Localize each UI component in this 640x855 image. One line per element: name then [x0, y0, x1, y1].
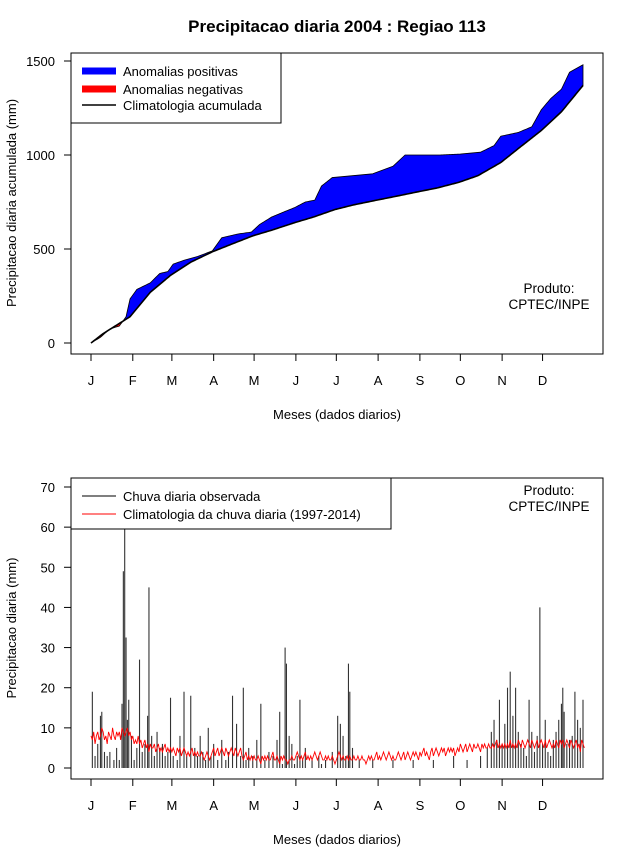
x-tick-label: F — [129, 798, 137, 813]
y-tick-label: 0 — [48, 761, 55, 776]
x-tick-label: D — [538, 373, 547, 388]
cumulative-xlabel: Meses (dados diarios) — [273, 407, 401, 422]
cumulative-chart: 0 500 1000 1500 J F M A M J J A S O N D Precipitacao d… — [4, 52, 604, 422]
cumulative-annotation-line2: CPTEC/INPE — [508, 297, 589, 312]
x-tick-label: M — [249, 798, 260, 813]
x-tick-label: S — [416, 798, 425, 813]
y-tick-label: 500 — [33, 242, 55, 257]
y-tick-label: 1500 — [26, 54, 55, 69]
x-tick-label: A — [209, 798, 218, 813]
x-tick-label: J — [333, 373, 340, 388]
climatology-daily-line — [90, 727, 585, 766]
legend-label-climatologia-acumulada: Climatologia acumulada — [123, 98, 263, 113]
daily-annotation-line1: Produto: — [523, 483, 574, 498]
cumulative-y-axis: 0 500 1000 1500 — [26, 54, 72, 351]
x-tick-label: J — [88, 373, 95, 388]
daily-y-axis: 0 10 20 30 40 50 60 70 — [41, 480, 72, 776]
x-tick-label: O — [455, 373, 465, 388]
y-tick-label: 30 — [41, 641, 55, 656]
y-tick-label: 0 — [48, 336, 55, 351]
daily-data-layer — [90, 527, 585, 768]
legend-label-climatologia-chuva: Climatologia da chuva diaria (1997-2014) — [123, 507, 361, 522]
x-tick-label: M — [249, 373, 260, 388]
x-tick-label: A — [374, 798, 383, 813]
y-tick-label: 70 — [41, 480, 55, 495]
x-tick-label: N — [497, 798, 506, 813]
cumulative-annotation-line1: Produto: — [523, 281, 574, 296]
cumulative-ylabel: Precipitacao diaria acumulada (mm) — [4, 99, 19, 307]
x-tick-label: M — [166, 373, 177, 388]
daily-legend-box — [70, 477, 392, 530]
daily-xlabel: Meses (dados diarios) — [273, 832, 401, 847]
daily-annotation-line2: CPTEC/INPE — [508, 499, 589, 514]
y-tick-label: 60 — [41, 520, 55, 535]
y-tick-label: 50 — [41, 560, 55, 575]
x-tick-label: F — [129, 373, 137, 388]
daily-chart: 0 10 20 30 40 50 60 70 J F M A M J J A S O N D Precipitaca… — [4, 477, 604, 847]
y-tick-label: 40 — [41, 600, 55, 615]
daily-legend: Chuva diaria observada Climatologia da c… — [70, 477, 392, 530]
x-tick-label: J — [293, 373, 300, 388]
x-tick-label: A — [374, 373, 383, 388]
y-tick-label: 20 — [41, 681, 55, 696]
climatology-cumulative-line — [90, 84, 584, 344]
x-tick-label: N — [497, 373, 506, 388]
x-tick-label: J — [333, 798, 340, 813]
x-tick-label: D — [538, 798, 547, 813]
legend-label-anomalias-positivas: Anomalias positivas — [123, 64, 238, 79]
legend-label-anomalias-negativas: Anomalias negativas — [123, 82, 243, 97]
x-tick-label: M — [166, 798, 177, 813]
x-tick-label: J — [88, 798, 95, 813]
cumulative-data-layer — [90, 64, 584, 344]
legend-label-chuva-diaria-observada: Chuva diaria observada — [123, 489, 261, 504]
y-tick-label: 1000 — [26, 148, 55, 163]
chart-title: Precipitacao diaria 2004 : Regiao 113 — [188, 17, 486, 36]
x-tick-label: J — [293, 798, 300, 813]
x-tick-label: S — [416, 373, 425, 388]
cumulative-legend: Anomalias positivas Anomalias negativas … — [70, 52, 282, 124]
x-tick-label: A — [209, 373, 218, 388]
y-tick-label: 10 — [41, 721, 55, 736]
daily-ylabel: Precipitacao diaria (mm) — [4, 558, 19, 699]
x-tick-label: O — [455, 798, 465, 813]
